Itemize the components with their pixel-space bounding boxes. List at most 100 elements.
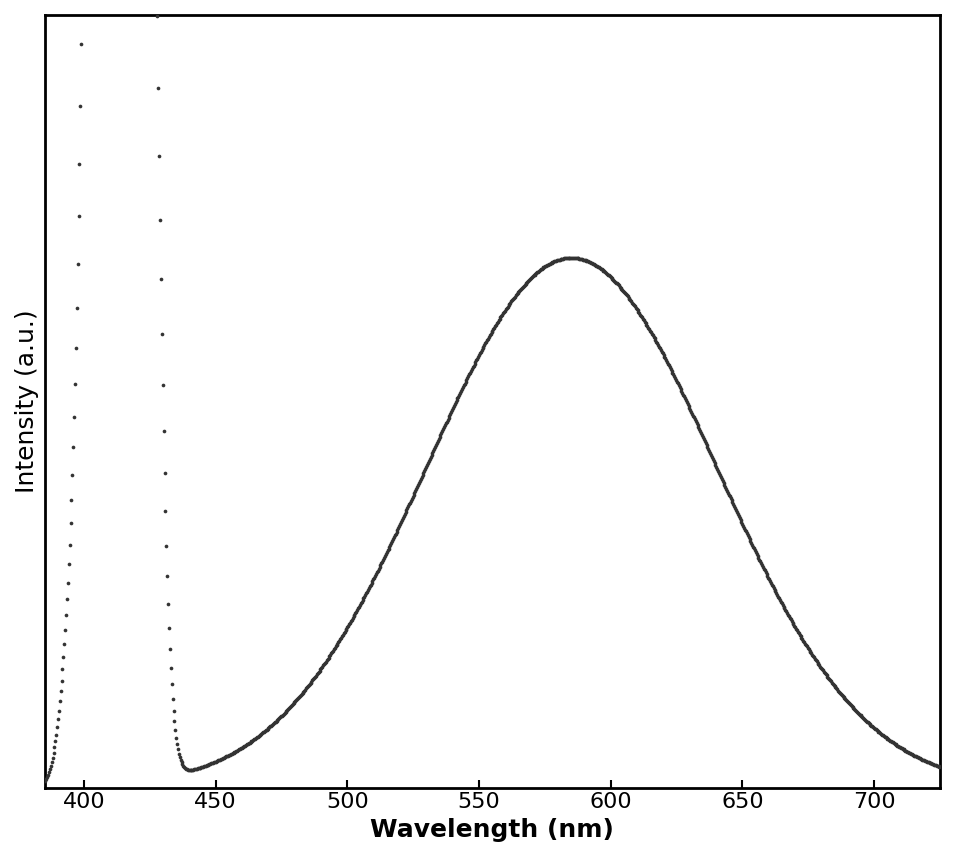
Point (762, 574, 777, 588)
Point (530, 265, 545, 279)
Point (787, 619, 802, 632)
Point (248, 731, 264, 745)
Point (801, 643, 817, 656)
Point (281, 702, 296, 716)
Point (553, 253, 568, 267)
Point (466, 359, 481, 373)
Point (419, 458, 435, 472)
Point (720, 486, 735, 500)
Point (778, 604, 794, 618)
Point (549, 254, 564, 267)
Point (665, 366, 680, 380)
Point (188, 762, 203, 776)
Point (182, 763, 198, 776)
Point (717, 477, 732, 491)
Point (731, 507, 746, 521)
Point (483, 327, 499, 341)
Point (316, 657, 331, 671)
Point (829, 681, 844, 695)
Point (465, 361, 480, 375)
Point (706, 454, 721, 468)
Point (860, 716, 876, 729)
Point (775, 598, 791, 612)
Point (551, 253, 566, 267)
Point (713, 470, 729, 483)
Point (471, 350, 486, 363)
Point (264, 719, 279, 733)
Point (878, 730, 893, 744)
Point (660, 357, 675, 370)
Point (879, 731, 894, 745)
Point (699, 438, 714, 452)
Point (516, 279, 531, 292)
Point (633, 309, 648, 323)
Point (579, 254, 594, 267)
Point (48, 734, 63, 748)
Point (515, 281, 530, 295)
Point (305, 674, 320, 687)
Point (527, 267, 542, 281)
Point (390, 523, 405, 536)
Point (864, 720, 880, 734)
Point (791, 626, 806, 640)
Point (745, 538, 760, 552)
Point (678, 393, 693, 407)
Point (705, 452, 720, 465)
Point (457, 375, 473, 388)
Point (802, 644, 817, 657)
Point (203, 757, 219, 770)
Point (898, 744, 913, 758)
Point (541, 257, 557, 271)
Point (826, 678, 841, 692)
Point (286, 695, 302, 709)
Point (488, 318, 503, 332)
Point (213, 752, 228, 766)
Point (533, 262, 548, 276)
Point (641, 321, 656, 334)
Point (156, 424, 171, 438)
Point (716, 476, 732, 489)
Point (241, 737, 256, 751)
Point (541, 258, 556, 272)
Point (328, 641, 343, 655)
Point (443, 407, 458, 421)
Point (892, 740, 907, 754)
Point (163, 662, 179, 675)
Point (626, 297, 641, 311)
Point (189, 762, 204, 776)
Point (667, 369, 682, 383)
Point (73, 99, 88, 113)
Point (322, 650, 337, 663)
Point (491, 314, 506, 327)
Point (728, 501, 743, 515)
Point (654, 345, 669, 358)
Point (840, 695, 856, 709)
Point (525, 269, 541, 283)
Point (467, 357, 482, 370)
Point (47, 740, 62, 754)
Point (621, 291, 636, 304)
Point (291, 690, 307, 704)
Point (902, 746, 917, 759)
Point (455, 382, 470, 396)
Point (626, 298, 642, 312)
Point (619, 289, 634, 303)
Point (387, 529, 402, 542)
Point (593, 262, 608, 276)
Point (681, 399, 696, 413)
Point (223, 747, 239, 761)
Point (559, 251, 574, 265)
Point (39, 771, 54, 785)
Point (330, 635, 346, 649)
Point (685, 407, 700, 421)
Point (521, 273, 537, 286)
Point (285, 698, 300, 712)
Point (530, 266, 545, 279)
Point (375, 553, 391, 566)
Point (861, 716, 877, 730)
Point (854, 710, 869, 723)
Point (278, 705, 293, 719)
Point (818, 668, 834, 682)
Point (359, 584, 374, 598)
Point (369, 567, 384, 581)
